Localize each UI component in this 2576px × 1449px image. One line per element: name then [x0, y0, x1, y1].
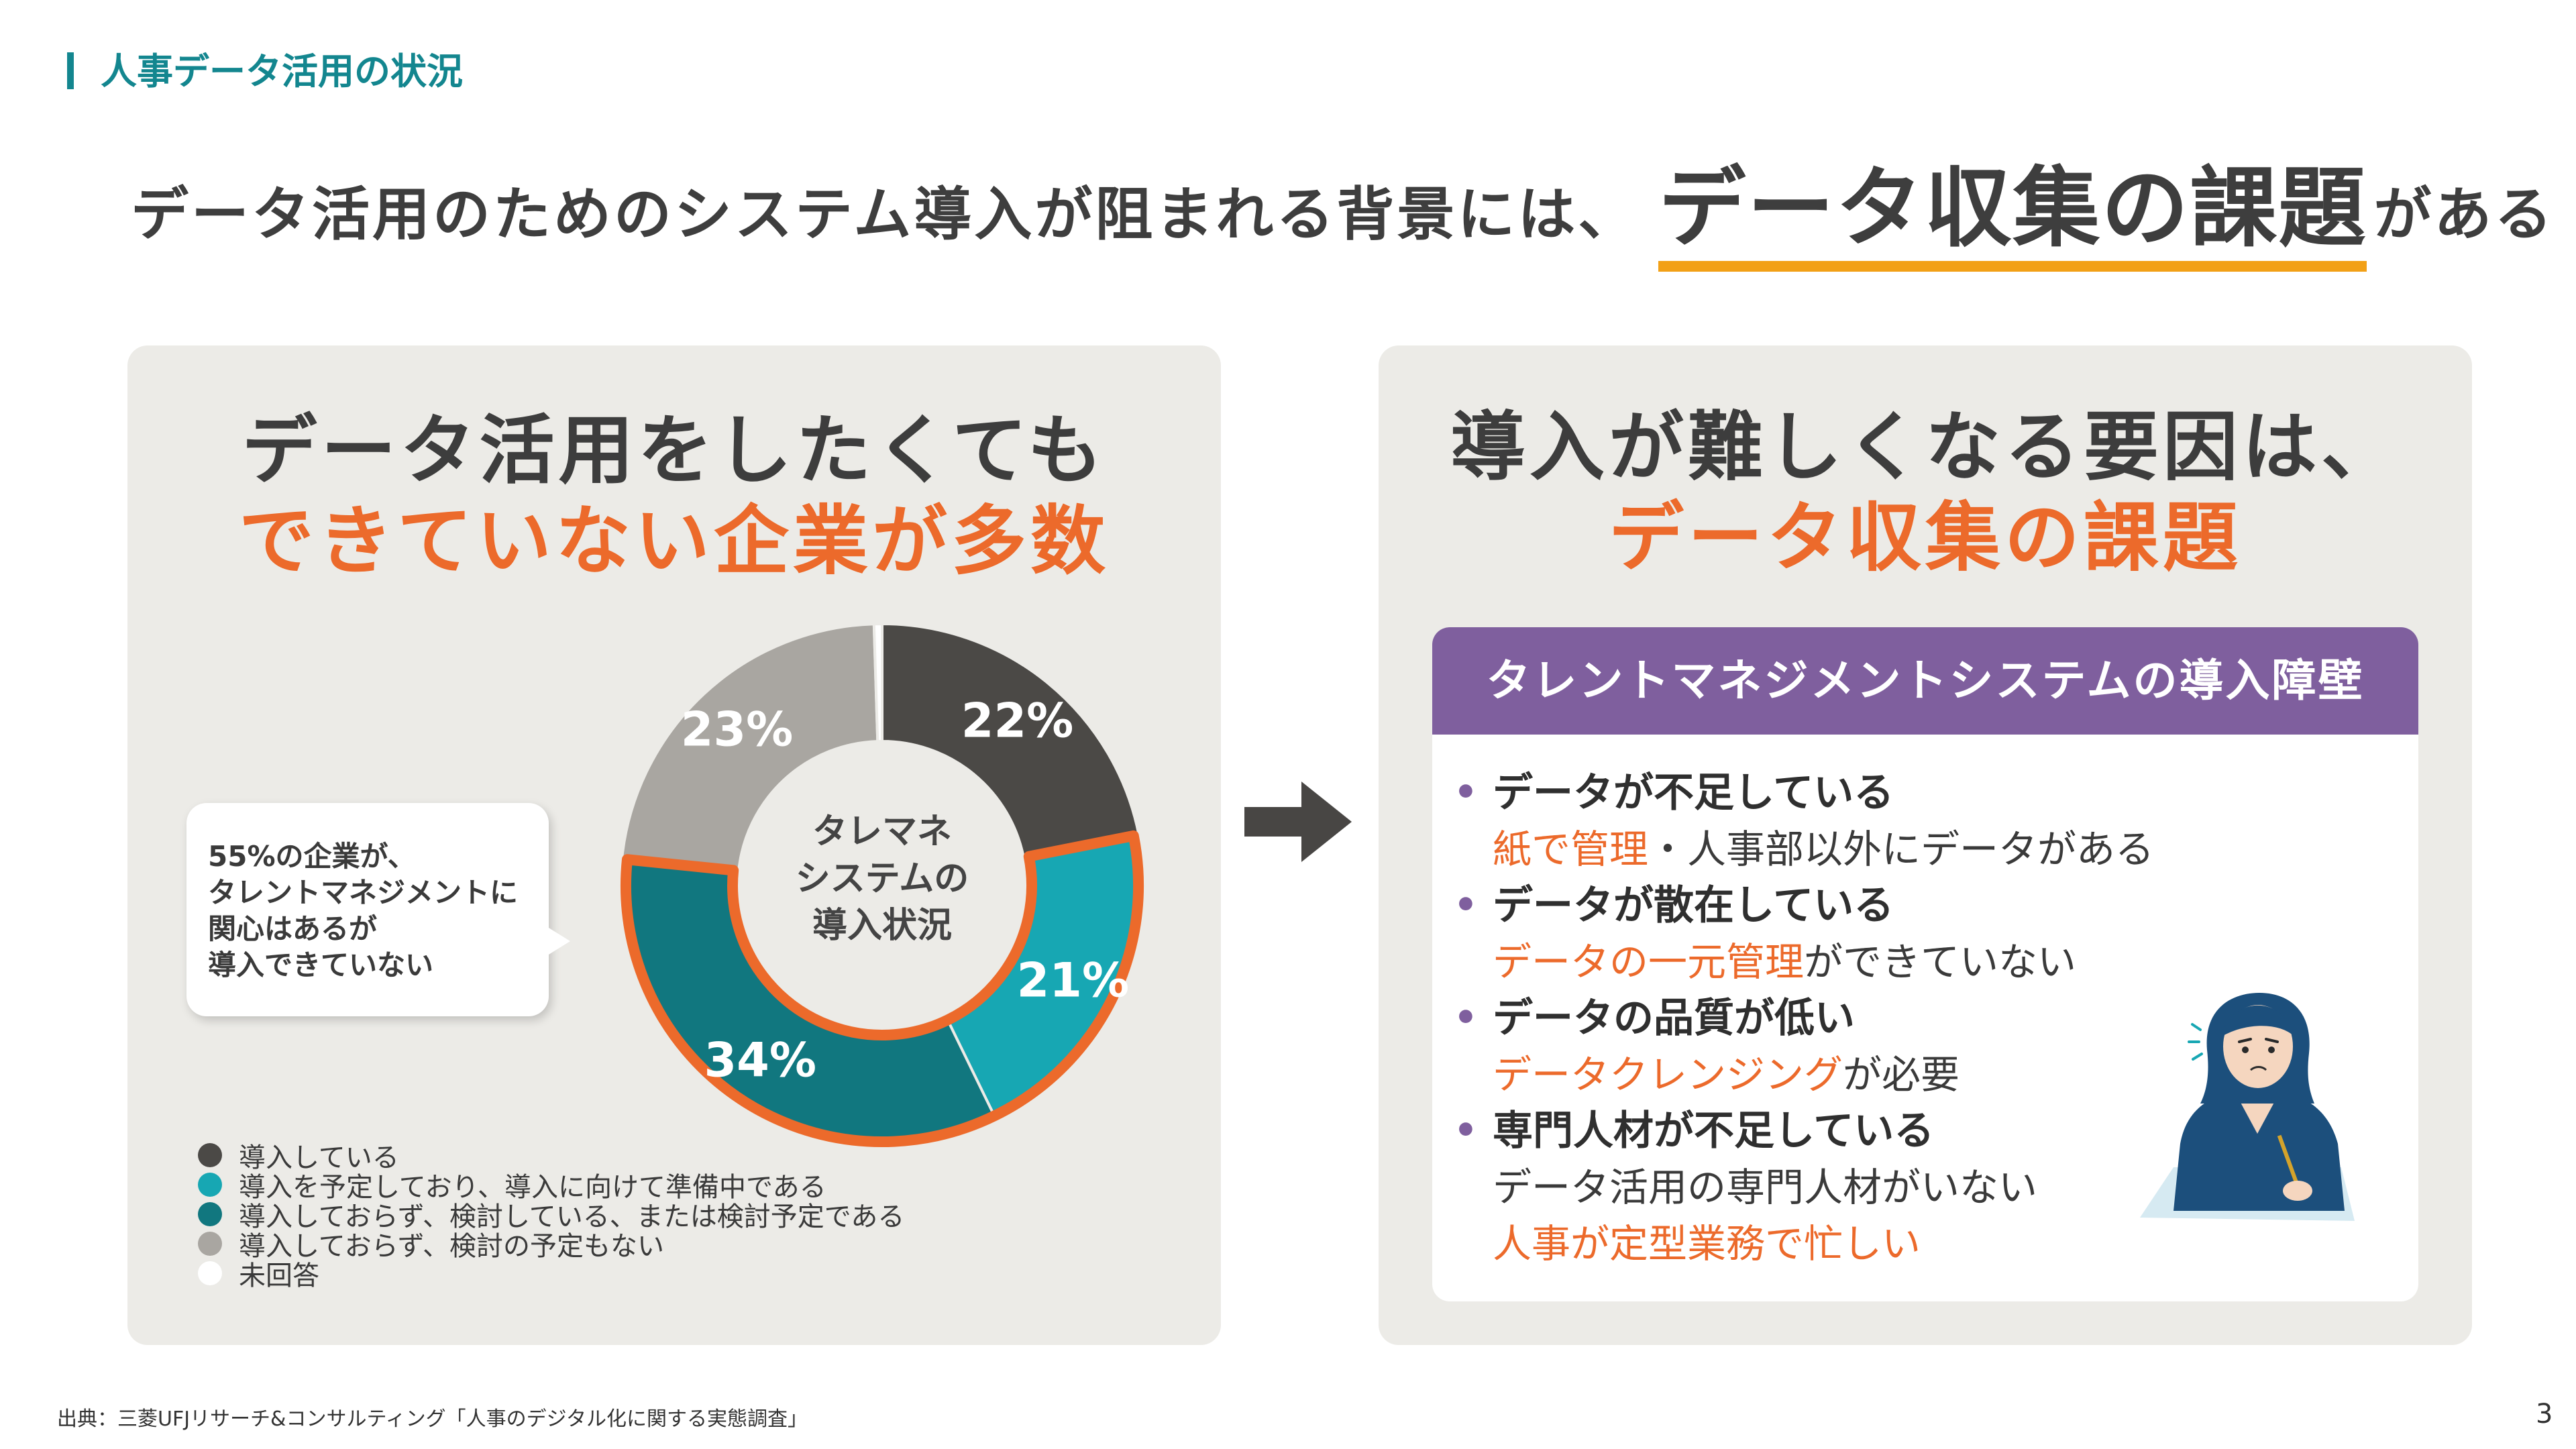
- legend-swatch: [198, 1202, 222, 1226]
- barrier-detail: データの一元管理ができていない: [1493, 934, 2298, 990]
- legend-item: 導入しておらず、検討の予定もない: [198, 1229, 904, 1262]
- legend-label: 導入している: [239, 1142, 399, 1173]
- donut-slice: [620, 623, 879, 873]
- callout-bubble: [186, 803, 549, 1016]
- highlight-outline: [621, 830, 1144, 1147]
- legend-label: 導入しておらず、検討している、または検討予定である: [239, 1201, 905, 1232]
- page-number: 3: [2536, 1399, 2553, 1430]
- barrier-detail-highlight: 人事が定型業務で忙しい: [1493, 1221, 1921, 1267]
- legend-swatch: [198, 1173, 222, 1197]
- slice-label: 22%: [961, 694, 1074, 749]
- legend-swatch: [198, 1261, 222, 1285]
- callout-tail: [540, 922, 570, 960]
- barrier-detail-rest: ができていない: [1804, 939, 2077, 985]
- slice-label: 21%: [1017, 953, 1130, 1008]
- callout-line4: 導入できていない: [208, 949, 434, 981]
- barrier-detail: データ活用の専門人材がいない: [1493, 1165, 2038, 1210]
- barrier-list: データが不足している 紙で管理・人事部以外にデータがある データが散在している …: [1454, 765, 2298, 1272]
- legend-swatch: [198, 1143, 222, 1167]
- barrier-detail-highlight: データクレンジング: [1493, 1052, 1843, 1097]
- donut-slice: [881, 622, 1140, 859]
- worried-person-illustration: [2140, 993, 2355, 1221]
- barrier-detail-highlight: データの一元管理: [1493, 939, 1805, 985]
- callout-line1: 55%の企業が、: [208, 840, 416, 873]
- legend-item: 導入を予定しており、導入に向けて準備中である: [198, 1170, 904, 1203]
- slice-label: 23%: [681, 702, 794, 757]
- center-label-line1: タレマネ: [812, 812, 952, 852]
- barrier-detail-rest: ・人事部以外にデータがある: [1648, 826, 2155, 872]
- center-label-line3: 導入状況: [812, 906, 952, 946]
- callout-text: 55%の企業が、 タレントマネジメントに 関心はあるが 導入できていない: [208, 839, 543, 983]
- barrier-title: データの品質が低い: [1454, 990, 2298, 1046]
- source-citation: 出典：三菱UFJリサーチ&コンサルティング「人事のデジタル化に関する実態調査」: [57, 1407, 808, 1431]
- card-header: タレントマネジメントシステムの導入障壁: [1432, 627, 2418, 735]
- legend-swatch: [198, 1232, 222, 1256]
- barrier-detail: 紙で管理・人事部以外にデータがある: [1493, 821, 2298, 877]
- arrow-right-icon: [1244, 782, 1352, 862]
- left-title-line1: データ活用をしたくても: [241, 407, 1107, 494]
- tag-accent-bar: [67, 52, 74, 89]
- center-label-line2: システムの: [795, 859, 969, 899]
- donut-slice: [872, 622, 883, 743]
- headline-post: がある: [2373, 181, 2555, 248]
- chart-legend: 導入している 導入を予定しており、導入に向けて準備中である 導入しておらず、検討…: [198, 1140, 904, 1291]
- barrier-detail-rest: が必要: [1843, 1052, 1960, 1097]
- barrier-title: 専門人材が不足している: [1454, 1103, 2298, 1159]
- slice-label: 34%: [704, 1032, 816, 1087]
- legend-label: 未回答: [239, 1260, 319, 1291]
- left-title-line2: できていない企業が多数: [239, 498, 1110, 585]
- section-tag: 人事データ活用の状況: [101, 50, 463, 93]
- legend-item: 導入しておらず、検討している、または検討予定である: [198, 1199, 904, 1232]
- legend-label: 導入しておらず、検討の予定もない: [239, 1231, 664, 1262]
- callout-line2: タレントマネジメントに: [208, 876, 519, 909]
- donut-center-label: タレマネ システムの 導入状況: [782, 808, 983, 949]
- adoption-donut-chart: 22% 21% 34% 23%: [619, 622, 1145, 1148]
- barrier-title: データが不足している: [1454, 765, 2298, 821]
- barrier-title: データが散在している: [1454, 877, 2298, 934]
- right-title-line2: データ収集の課題: [1609, 494, 2242, 582]
- headline: データ活用のためのシステム導入が阻まれる背景には、 データ収集の課題 がある: [131, 144, 2555, 272]
- headline-emphasis: データ収集の課題: [1658, 157, 2367, 272]
- callout-line3: 関心はあるが: [208, 912, 378, 945]
- legend-item: 未回答: [198, 1258, 904, 1291]
- barrier-detail-highlight: 紙で管理: [1493, 826, 1649, 872]
- right-title-line1: 導入が難しくなる要因は、: [1450, 404, 2400, 491]
- barrier-detail: データクレンジングが必要: [1493, 1046, 2298, 1103]
- headline-pre: データ活用のためのシステム導入が阻まれる背景には、: [131, 181, 1639, 248]
- legend-label: 導入を予定しており、導入に向けて準備中である: [239, 1172, 826, 1203]
- legend-item: 導入している: [198, 1140, 904, 1173]
